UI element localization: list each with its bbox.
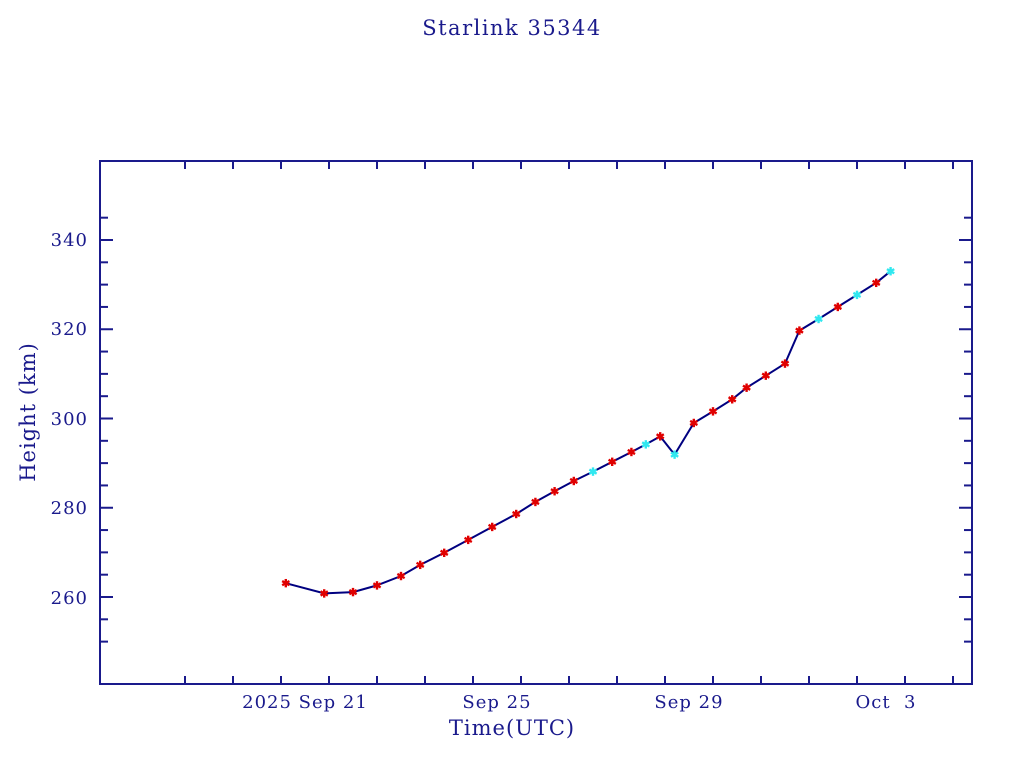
data-point [833, 302, 843, 312]
data-point [814, 314, 823, 324]
axis-ticks [100, 161, 972, 684]
data-point [396, 571, 406, 581]
data-point [607, 457, 617, 466]
data-point [886, 267, 895, 276]
data-point [655, 432, 665, 441]
data-point [588, 467, 598, 476]
data-point [641, 440, 651, 449]
data-point [708, 407, 718, 416]
data-point [348, 587, 358, 597]
data-point [689, 418, 699, 428]
data-point [550, 487, 559, 496]
data-point [569, 476, 579, 486]
height-series-markers [281, 267, 895, 598]
data-point [742, 383, 751, 392]
y-tick-label-280: 280 [50, 498, 88, 519]
x-tick-label-sep21: 2025 Sep 21 [242, 692, 368, 713]
height-series-line [285, 270, 892, 595]
data-point [795, 326, 804, 335]
data-point [415, 560, 425, 570]
y-tick-label-320: 320 [50, 319, 88, 340]
y-tick-label-300: 300 [50, 409, 88, 430]
x-tick-label-oct3: Oct 3 [855, 692, 917, 713]
data-point [463, 535, 473, 545]
y-tick-label-260: 260 [50, 588, 88, 609]
data-point [531, 497, 540, 507]
data-point [780, 359, 790, 368]
data-point [319, 589, 329, 598]
x-tick-label-sep25: Sep 25 [462, 692, 532, 713]
chart-title: Starlink 35344 [422, 16, 602, 40]
data-point [871, 278, 881, 288]
data-point [487, 522, 497, 532]
data-point [511, 509, 521, 519]
data-point [281, 578, 291, 588]
data-point [852, 290, 862, 300]
data-point [727, 395, 737, 404]
x-tick-label-sep29: Sep 29 [654, 692, 724, 713]
data-point [627, 447, 636, 457]
plot-frame [99, 160, 973, 685]
data-point [372, 581, 382, 590]
data-point [670, 450, 679, 459]
data-point [439, 548, 449, 558]
y-tick-label-340: 340 [50, 230, 88, 251]
data-point [761, 371, 771, 380]
x-axis-title: Time(UTC) [448, 716, 576, 740]
